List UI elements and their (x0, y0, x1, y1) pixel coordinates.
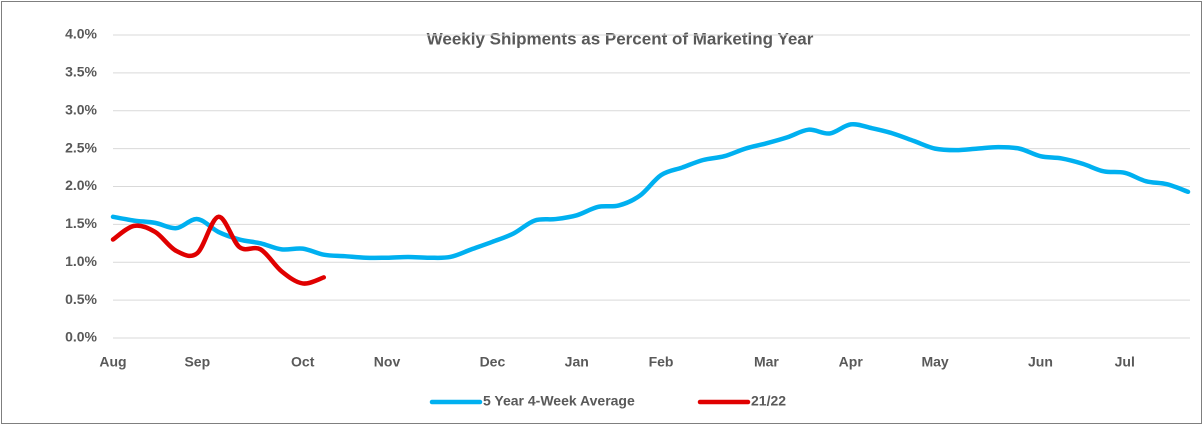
y-tick-label: 4.0% (65, 26, 97, 42)
x-tick-label: Jan (565, 354, 589, 370)
y-tick-label: 2.5% (65, 139, 97, 155)
data-line (110, 121, 1191, 261)
x-tick-label: Jun (1028, 354, 1053, 370)
x-tick-label: Sep (184, 354, 210, 370)
chart-title: Weekly Shipments as Percent of Marketing… (427, 29, 814, 48)
x-tick-label: Apr (839, 354, 864, 370)
x-tick-label: Jul (1115, 354, 1135, 370)
y-tick-label: 2.0% (65, 177, 97, 193)
x-tick-label: Oct (291, 354, 315, 370)
x-tick-label: Feb (649, 354, 674, 370)
x-tick-label: May (921, 354, 948, 370)
data-line (110, 214, 327, 286)
legend-label: 5 Year 4-Week Average (483, 393, 635, 409)
y-tick-label: 0.5% (65, 291, 97, 307)
x-tick-label: Nov (374, 354, 401, 370)
y-tick-label: 1.5% (65, 215, 97, 231)
y-tick-label: 3.0% (65, 101, 97, 117)
y-tick-label: 1.0% (65, 253, 97, 269)
x-tick-label: Dec (480, 354, 506, 370)
x-tick-label: Mar (754, 354, 779, 370)
y-tick-label: 0.0% (65, 329, 97, 345)
legend-label: 21/22 (751, 393, 786, 409)
y-tick-label: 3.5% (65, 64, 97, 80)
x-tick-label: Aug (99, 354, 126, 370)
